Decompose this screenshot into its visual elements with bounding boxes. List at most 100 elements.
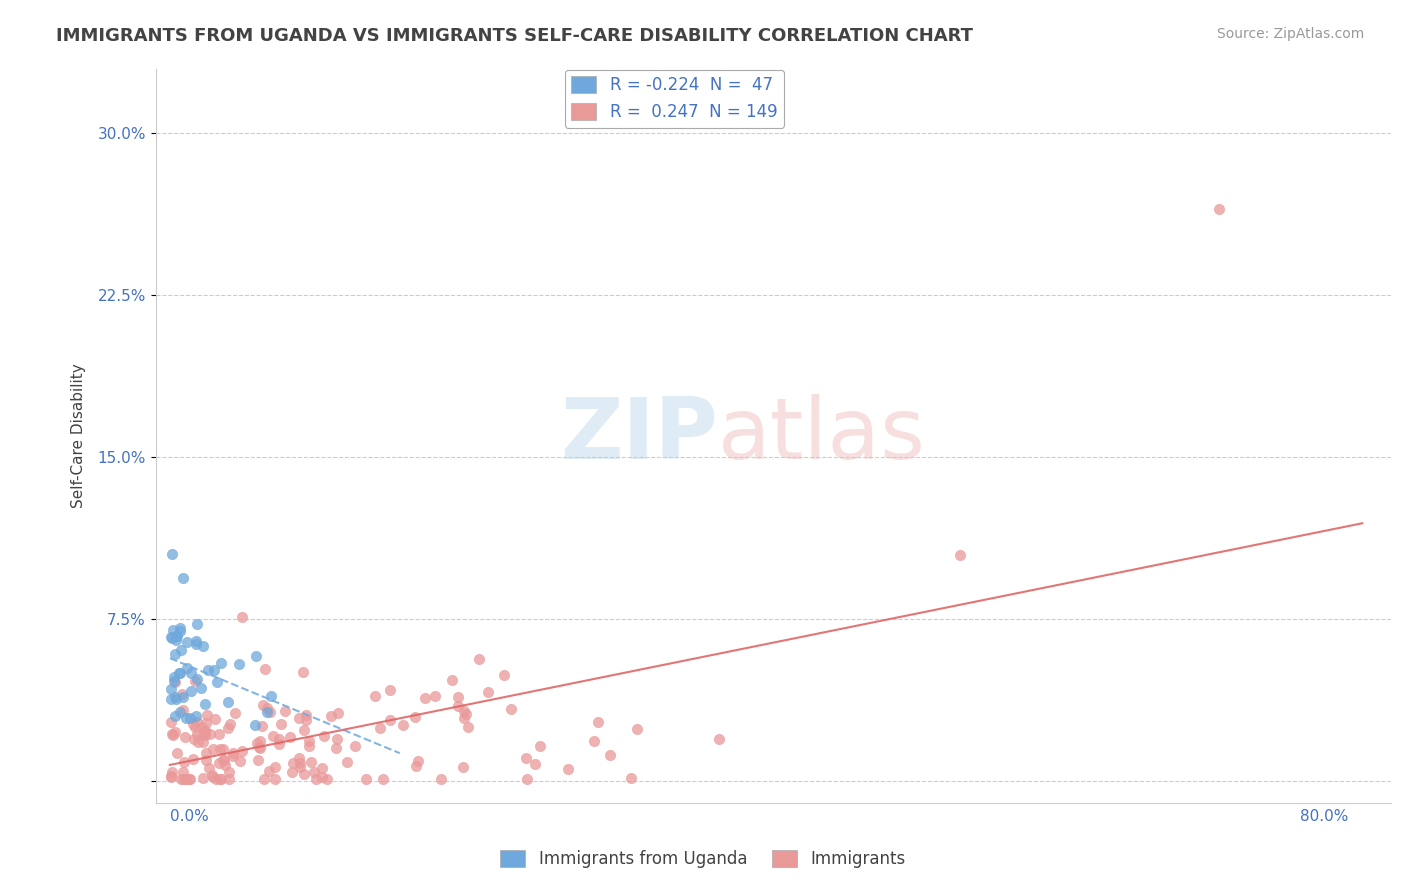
Point [186,709,208,723]
Text: 0.0%: 0.0% [170,809,208,824]
Point [392,717,415,731]
Point [263,772,285,787]
Point [264,760,287,774]
Point [245,717,267,731]
Point [165,647,187,661]
Point [197,708,219,723]
Point [186,714,208,729]
Point [557,762,579,776]
Point [626,723,648,737]
Point [291,665,314,680]
Point [162,728,184,742]
Point [447,699,470,714]
Point [217,721,239,735]
Point [194,746,217,760]
Point [267,732,290,747]
Point [183,732,205,747]
Point [163,674,186,689]
Point [163,671,186,685]
Point [209,656,232,670]
Point [302,765,325,780]
Point [202,663,225,677]
Point [222,746,245,760]
Point [208,756,231,770]
Point [288,760,311,774]
Point [229,754,252,768]
Point [183,720,205,734]
Point [197,761,219,775]
Y-axis label: Self-Care Disability: Self-Care Disability [72,363,86,508]
Point [212,753,235,767]
Point [247,739,270,754]
Point [457,720,479,734]
Point [257,764,280,778]
Point [201,742,224,756]
Point [205,772,228,787]
Point [292,723,315,738]
Point [160,630,183,644]
Point [165,633,187,648]
Point [186,672,208,686]
Point [245,649,267,664]
Point [267,737,290,751]
Point [217,695,239,709]
Point [468,652,491,666]
Point [194,724,217,739]
Point [523,756,546,771]
Point [311,761,333,775]
Point [222,749,245,764]
Point [280,764,302,779]
Point [159,692,181,706]
Point [288,756,311,770]
Point [194,729,217,743]
Point [262,729,284,743]
Point [177,772,200,787]
Point [405,759,427,773]
Point [172,772,194,787]
Point [305,772,328,787]
Point [325,741,347,756]
Point [162,623,184,637]
Point [477,685,499,699]
Point [166,629,188,643]
Point [172,687,194,701]
Point [174,772,197,787]
Point [288,750,311,764]
Point [516,772,538,787]
Point [228,657,250,672]
Point [194,698,217,712]
Point [187,735,209,749]
Point [259,689,281,703]
Point [191,639,214,653]
Point [588,714,610,729]
Point [195,753,218,767]
Point [167,665,190,680]
Point [212,753,235,767]
Text: ZIP: ZIP [560,394,717,477]
Point [207,675,229,690]
Point [451,760,474,774]
Point [214,757,236,772]
Legend: Immigrants from Uganda, Immigrants: Immigrants from Uganda, Immigrants [494,843,912,875]
Point [174,710,197,724]
Point [165,691,187,706]
Point [173,755,195,769]
Point [160,547,183,561]
Point [253,772,276,787]
Point [163,690,186,705]
Point [620,771,643,785]
Legend: R = -0.224  N =  47, R =  0.247  N = 149: R = -0.224 N = 47, R = 0.247 N = 149 [565,70,785,128]
Point [174,730,197,744]
Point [165,629,187,643]
Point [198,727,221,741]
Point [252,719,274,733]
Point [224,706,246,720]
Point [288,711,311,725]
Point [295,707,318,722]
Point [583,734,606,748]
Point [170,643,193,657]
Point [176,635,198,649]
Point [193,728,215,742]
Point [212,742,235,756]
Point [194,716,217,731]
